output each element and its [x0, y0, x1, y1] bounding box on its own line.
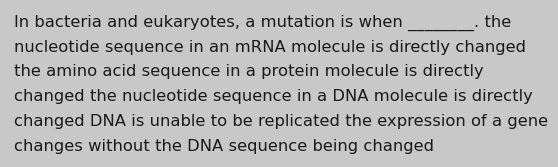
Text: changed DNA is unable to be replicated the expression of a gene: changed DNA is unable to be replicated t…	[14, 114, 548, 129]
Text: nucleotide sequence in an mRNA molecule is directly changed: nucleotide sequence in an mRNA molecule …	[14, 40, 526, 55]
Text: changed the nucleotide sequence in a DNA molecule is directly: changed the nucleotide sequence in a DNA…	[14, 89, 533, 104]
Text: the amino acid sequence in a protein molecule is directly: the amino acid sequence in a protein mol…	[14, 64, 484, 79]
Text: In bacteria and eukaryotes, a mutation is when ________. the: In bacteria and eukaryotes, a mutation i…	[14, 15, 511, 31]
Text: changes without the DNA sequence being changed: changes without the DNA sequence being c…	[14, 139, 434, 154]
